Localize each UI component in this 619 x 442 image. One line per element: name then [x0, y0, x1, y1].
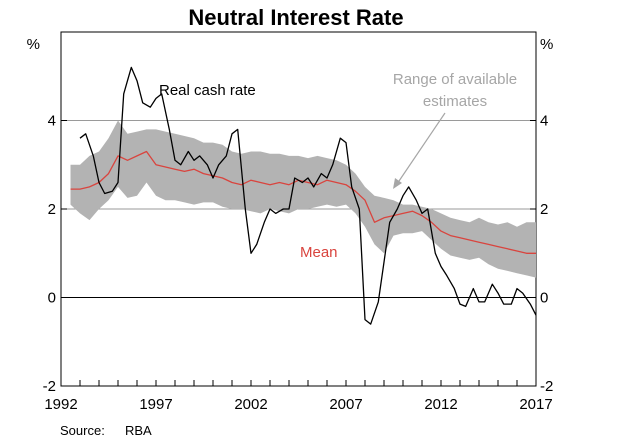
y-axis-unit-left: % [27, 36, 40, 53]
source-value: RBA [125, 423, 152, 438]
x-tick-label: 1992 [44, 396, 77, 413]
y-tick-label-left: -2 [43, 378, 56, 395]
source-label: Source: [60, 423, 105, 438]
x-tick-label: 1997 [139, 396, 172, 413]
y-tick-label-right: 2 [540, 201, 548, 218]
annotation-range-line2: estimates [423, 93, 487, 110]
x-tick-label: 2017 [519, 396, 552, 413]
plot-area [60, 31, 537, 387]
x-tick-label: 2002 [234, 396, 267, 413]
x-tick-label: 2012 [424, 396, 457, 413]
annotation-range-arrowhead [393, 178, 402, 189]
y-tick-labels-left: -2 0 2 4 [43, 113, 56, 396]
y-tick-labels-right: -2 0 2 4 [540, 113, 553, 396]
real-cash-rate-line [79, 66, 537, 325]
y-tick-label-left: 0 [48, 290, 56, 307]
annotation-range-arrow-line [396, 112, 446, 185]
y-tick-label-right: 4 [540, 113, 548, 130]
y-tick-label-left: 4 [48, 113, 56, 130]
series-layer [70, 66, 537, 325]
range-band [70, 120, 536, 278]
x-tick-label: 2007 [329, 396, 362, 413]
y-tick-label-left: 2 [48, 201, 56, 218]
annotation-mean: Mean [300, 244, 338, 261]
y-tick-label-right: -2 [540, 378, 553, 395]
annotation-range-line1: Range of available [393, 71, 517, 88]
y-tick-label-right: 0 [540, 290, 548, 307]
y-axis-unit-right: % [540, 36, 553, 53]
ticks [60, 120, 537, 387]
annotation-real-cash-rate: Real cash rate [159, 82, 256, 99]
chart-title: Neutral Interest Rate [188, 5, 403, 30]
x-tick-labels: 1992 1997 2002 2007 2012 2017 [44, 396, 552, 413]
range-band-layer [70, 120, 536, 278]
